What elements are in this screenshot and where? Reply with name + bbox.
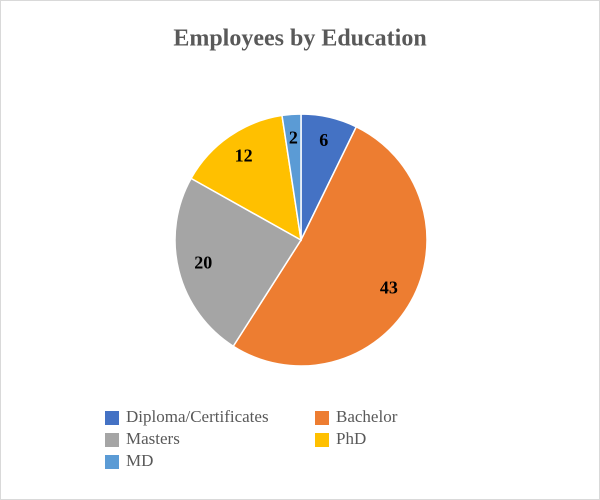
data-label: 2: [289, 128, 298, 148]
legend-swatch: [315, 433, 329, 447]
pie-slice: [281, 113, 302, 241]
legend-swatch: [105, 433, 119, 447]
legend-label: PhD: [336, 429, 366, 448]
chart-title: Employees by Education: [173, 26, 426, 52]
legend-label: MD: [126, 451, 153, 470]
data-label: 43: [380, 277, 398, 297]
data-label: 6: [319, 130, 328, 150]
legend-swatch: [105, 455, 119, 469]
legend-swatch: [105, 411, 119, 425]
data-label: 12: [235, 145, 253, 165]
pie-slice: [190, 114, 302, 242]
pie-slice: [232, 125, 428, 367]
legend-label: Diploma/Certificates: [126, 407, 269, 426]
pie-slice: [174, 177, 303, 348]
legend-label: Masters: [126, 429, 180, 448]
legend-swatch: [315, 411, 329, 425]
legend-label: Bachelor: [336, 407, 398, 426]
data-label: 20: [194, 253, 212, 273]
